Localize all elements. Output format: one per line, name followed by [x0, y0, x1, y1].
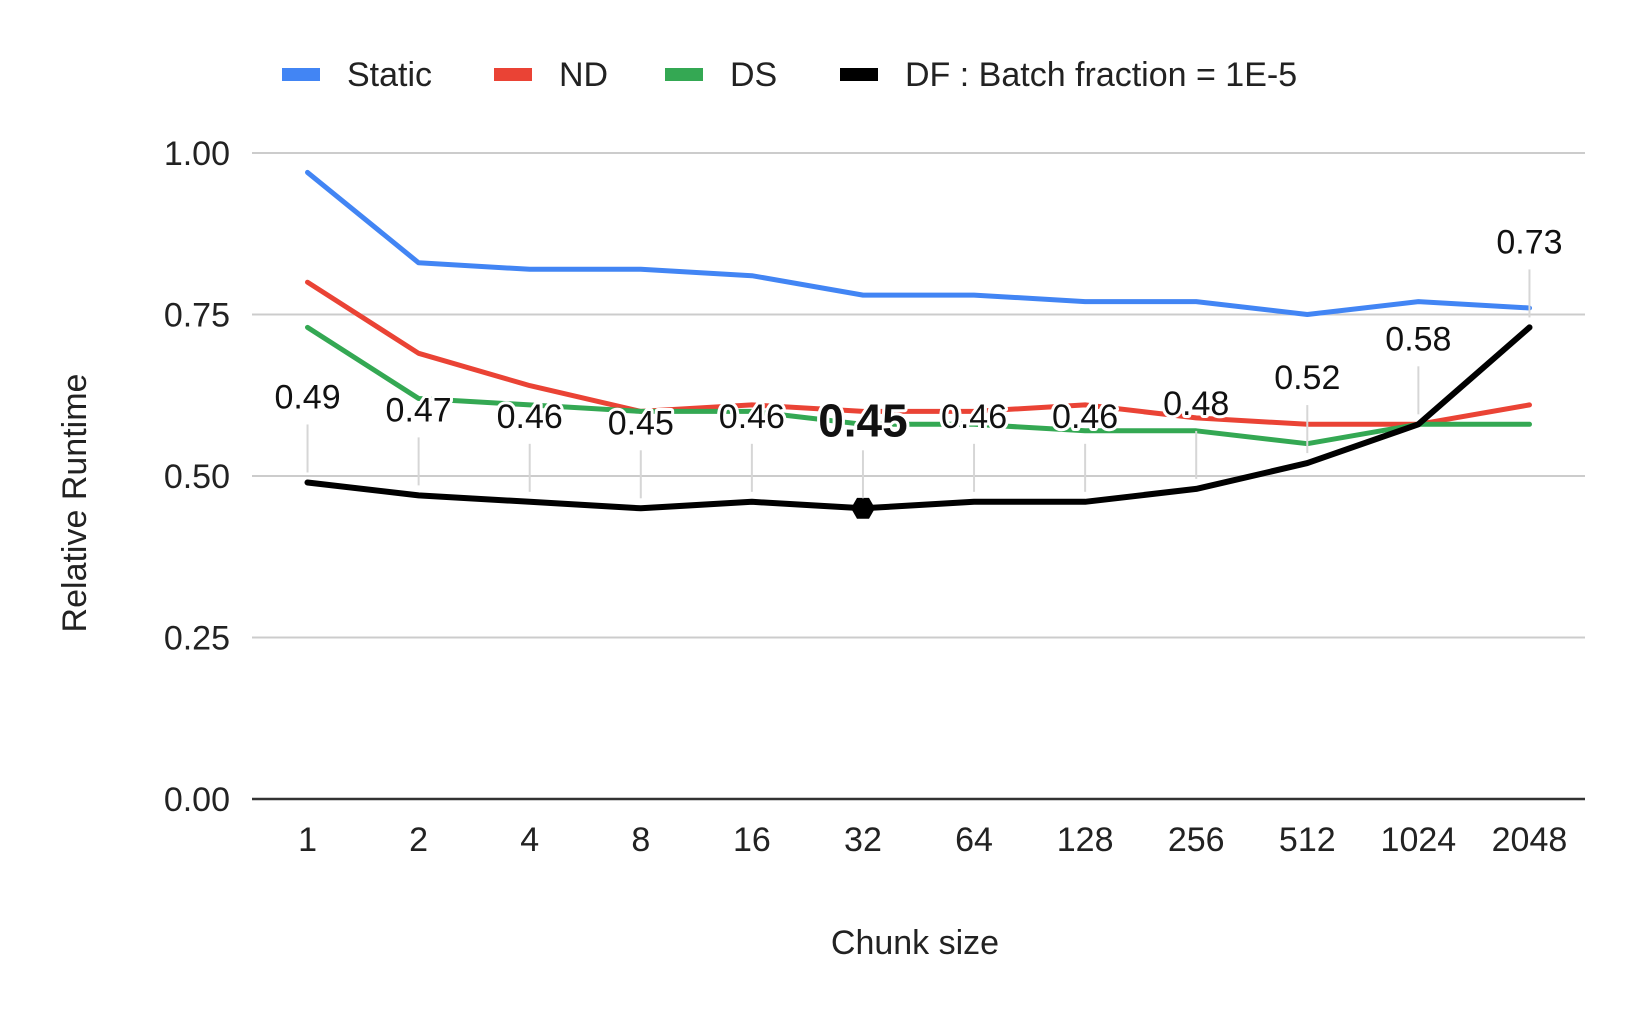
- y-tick-label: 1.00: [164, 135, 230, 173]
- y-tick-label: 0.75: [164, 297, 230, 335]
- data-label: 0.49: [274, 378, 340, 416]
- x-tick-label: 128: [1057, 821, 1114, 859]
- gridlines: [252, 152, 1585, 801]
- legend-swatch: [282, 68, 320, 81]
- legend-label: DS: [730, 56, 777, 94]
- x-tick-label: 2048: [1492, 821, 1568, 859]
- series-lines: [304, 169, 1533, 519]
- data-label: 0.46: [1052, 398, 1118, 436]
- legend-label: ND: [559, 56, 608, 94]
- x-tick-label: 1: [298, 821, 317, 859]
- y-tick-label: 0.25: [164, 620, 230, 658]
- data-label: 0.58: [1385, 320, 1451, 358]
- data-label: 0.73: [1496, 223, 1562, 261]
- legend: Static ND DS DF : Batch fraction = 1E-5: [282, 56, 1297, 94]
- data-label: 0.47: [386, 391, 452, 429]
- data-label: 0.45: [608, 404, 674, 442]
- legend-swatch: [840, 68, 878, 81]
- data-label-highlight: 0.45: [818, 394, 908, 446]
- y-tick-label: 0.00: [164, 781, 230, 819]
- x-tick-label: 32: [844, 821, 882, 859]
- x-axis-ticks: 1 2 4 8 16 32 64 128 256 512 1024 2048: [298, 821, 1567, 859]
- x-tick-label: 16: [733, 821, 771, 859]
- x-tick-label: 4: [520, 821, 539, 859]
- data-label: 0.46: [719, 398, 785, 436]
- data-label: 0.52: [1274, 359, 1340, 397]
- series-line-df: [304, 324, 1533, 512]
- data-label-stems: [306, 269, 1531, 499]
- data-label: 0.48: [1163, 385, 1229, 423]
- x-axis-title: Chunk size: [831, 924, 999, 962]
- legend-label: Static: [347, 56, 432, 94]
- y-axis-ticks: 0.00 0.25 0.50 0.75 1.00: [164, 135, 230, 819]
- x-tick-label: 256: [1168, 821, 1225, 859]
- series-line-ds: [305, 324, 1532, 447]
- x-tick-label: 2: [409, 821, 428, 859]
- x-tick-label: 512: [1279, 821, 1336, 859]
- data-label: 0.46: [941, 398, 1007, 436]
- series-line-nd: [305, 279, 1532, 427]
- series-line-static: [305, 169, 1532, 317]
- legend-swatch: [665, 68, 703, 81]
- x-tick-label: 64: [955, 821, 993, 859]
- x-tick-label: 8: [631, 821, 650, 859]
- legend-label: DF : Batch fraction = 1E-5: [905, 56, 1297, 94]
- data-labels: 0.49 0.47 0.46 0.45 0.46 0.45 0.46 0.46 0.48 0.52…: [271, 220, 1565, 449]
- y-axis-title: Relative Runtime: [56, 374, 94, 633]
- legend-swatch: [494, 68, 532, 81]
- y-tick-label: 0.50: [164, 458, 230, 496]
- highlight-point-marker: [851, 497, 875, 519]
- data-label: 0.46: [497, 398, 563, 436]
- x-tick-label: 1024: [1381, 821, 1457, 859]
